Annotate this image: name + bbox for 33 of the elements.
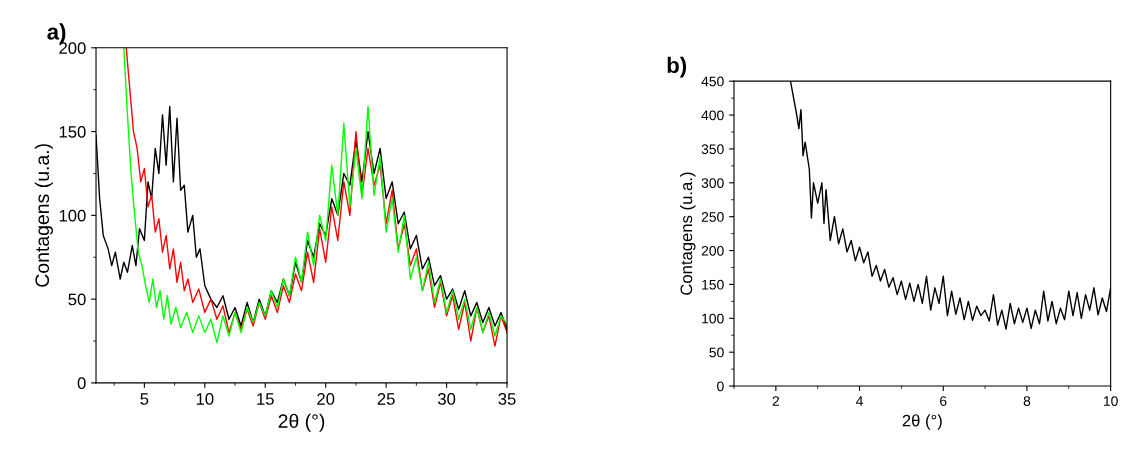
x-tick-label: 10 (1103, 396, 1118, 406)
x-tick-label: 5 (140, 393, 149, 405)
y-tick-label: 150 (702, 279, 724, 290)
y-tick-label: 50 (68, 293, 86, 306)
chart-title: a) (47, 23, 66, 45)
y-tick-label: 200 (59, 42, 86, 55)
y-tick-label: 0 (717, 381, 724, 392)
x-axis-title: 2θ (°) (278, 413, 325, 432)
y-axis-title: Contagens (u.a.) (680, 172, 696, 295)
x-tick-label: 35 (498, 393, 516, 405)
y-tick-label: 0 (77, 377, 86, 390)
y-tick-label: 200 (701, 245, 724, 256)
y-tick-label: 100 (59, 209, 86, 222)
y-tick-label: 250 (701, 212, 724, 222)
x-tick-label: 15 (257, 393, 274, 405)
y-tick-label: 450 (701, 76, 724, 87)
x-tick-label: 6 (940, 396, 947, 406)
x-tick-label: 20 (317, 393, 335, 405)
x-tick-label: 25 (377, 393, 395, 405)
y-tick-label: 300 (701, 178, 724, 188)
y-tick-label: 100 (702, 313, 724, 324)
x-tick-label: 2 (772, 396, 780, 406)
y-tick-label: 150 (59, 125, 86, 138)
x-tick-label: 4 (856, 396, 863, 406)
x-tick-label: 8 (1023, 396, 1031, 406)
y-axis-title: Contagens (u.a.) (34, 144, 53, 287)
x-axis-title: 2θ (°) (902, 414, 942, 430)
chart-title: b) (667, 56, 687, 78)
y-tick-label: 400 (701, 110, 724, 121)
y-tick-label: 350 (701, 144, 724, 155)
y-tick-label: 50 (709, 347, 724, 358)
x-tick-label: 30 (437, 393, 456, 405)
x-tick-label: 10 (196, 393, 214, 405)
